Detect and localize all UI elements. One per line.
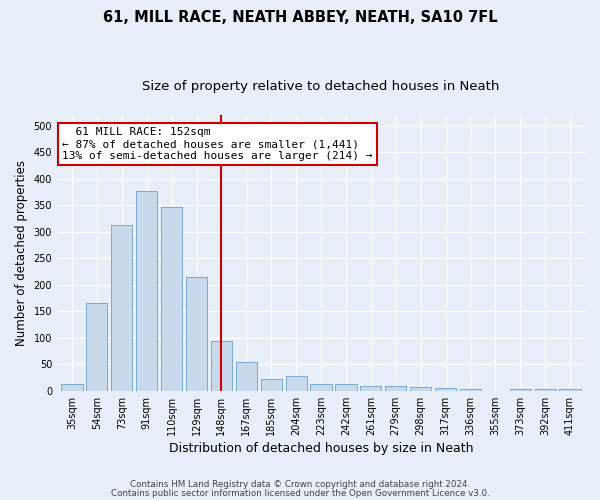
Bar	[86, 304, 107, 391]
Bar	[335, 384, 356, 391]
Bar	[460, 389, 481, 391]
Bar	[509, 389, 531, 391]
Bar	[236, 362, 257, 391]
Bar	[410, 387, 431, 391]
Bar	[260, 378, 282, 391]
Bar	[535, 389, 556, 391]
Bar	[136, 191, 157, 391]
Bar	[385, 386, 406, 391]
Bar	[211, 342, 232, 391]
Text: 61 MILL RACE: 152sqm
← 87% of detached houses are smaller (1,441)
13% of semi-de: 61 MILL RACE: 152sqm ← 87% of detached h…	[62, 128, 373, 160]
Text: Contains HM Land Registry data © Crown copyright and database right 2024.: Contains HM Land Registry data © Crown c…	[130, 480, 470, 489]
Bar	[161, 208, 182, 391]
Bar	[286, 376, 307, 391]
X-axis label: Distribution of detached houses by size in Neath: Distribution of detached houses by size …	[169, 442, 473, 455]
Bar	[61, 384, 83, 391]
Text: 61, MILL RACE, NEATH ABBEY, NEATH, SA10 7FL: 61, MILL RACE, NEATH ABBEY, NEATH, SA10 …	[103, 10, 497, 25]
Bar	[186, 277, 207, 391]
Bar	[559, 389, 581, 391]
Y-axis label: Number of detached properties: Number of detached properties	[15, 160, 28, 346]
Bar	[111, 225, 133, 391]
Bar	[310, 384, 332, 391]
Bar	[360, 386, 382, 391]
Text: Contains public sector information licensed under the Open Government Licence v3: Contains public sector information licen…	[110, 488, 490, 498]
Title: Size of property relative to detached houses in Neath: Size of property relative to detached ho…	[142, 80, 500, 93]
Bar	[435, 388, 456, 391]
